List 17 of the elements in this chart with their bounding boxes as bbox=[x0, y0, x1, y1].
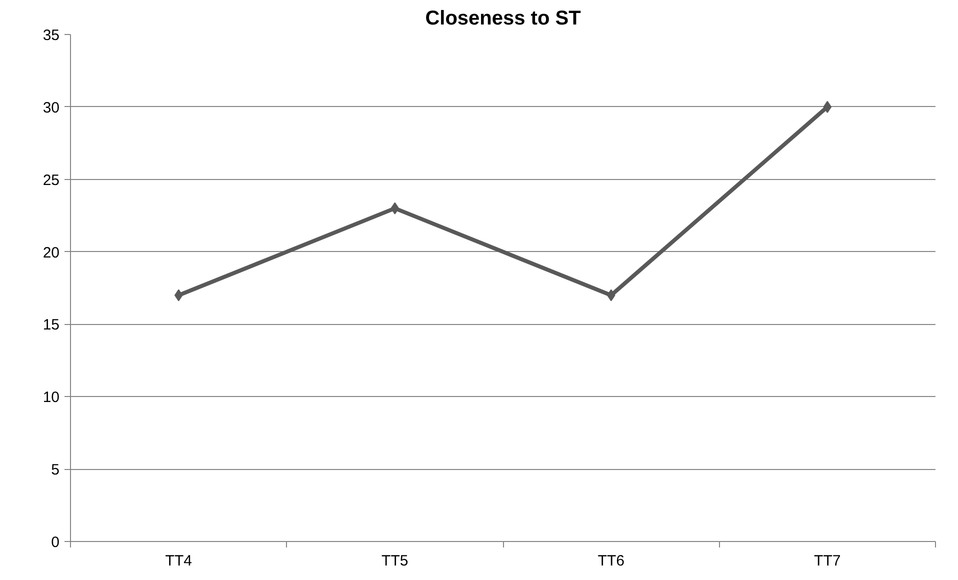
x-tick-label: TT7 bbox=[814, 552, 841, 570]
chart-title: Closeness to ST bbox=[425, 8, 581, 30]
x-tick-label: TT6 bbox=[598, 552, 624, 570]
y-tick-label: 5 bbox=[51, 462, 60, 479]
point bbox=[823, 100, 832, 113]
x-tick-label: TT4 bbox=[165, 552, 192, 570]
x-tick-label: TT5 bbox=[382, 552, 408, 570]
y-tick-label: 30 bbox=[42, 99, 60, 116]
y-tick-label: 15 bbox=[42, 316, 60, 334]
y-tick-label: 25 bbox=[42, 172, 60, 189]
point bbox=[606, 289, 616, 302]
y-tick-label: 0 bbox=[51, 534, 60, 551]
point bbox=[174, 289, 183, 302]
point bbox=[390, 202, 400, 214]
y-tick-label: 35 bbox=[42, 27, 60, 44]
y-tick-label: 10 bbox=[42, 389, 60, 406]
y-tick-label: 20 bbox=[42, 244, 60, 262]
